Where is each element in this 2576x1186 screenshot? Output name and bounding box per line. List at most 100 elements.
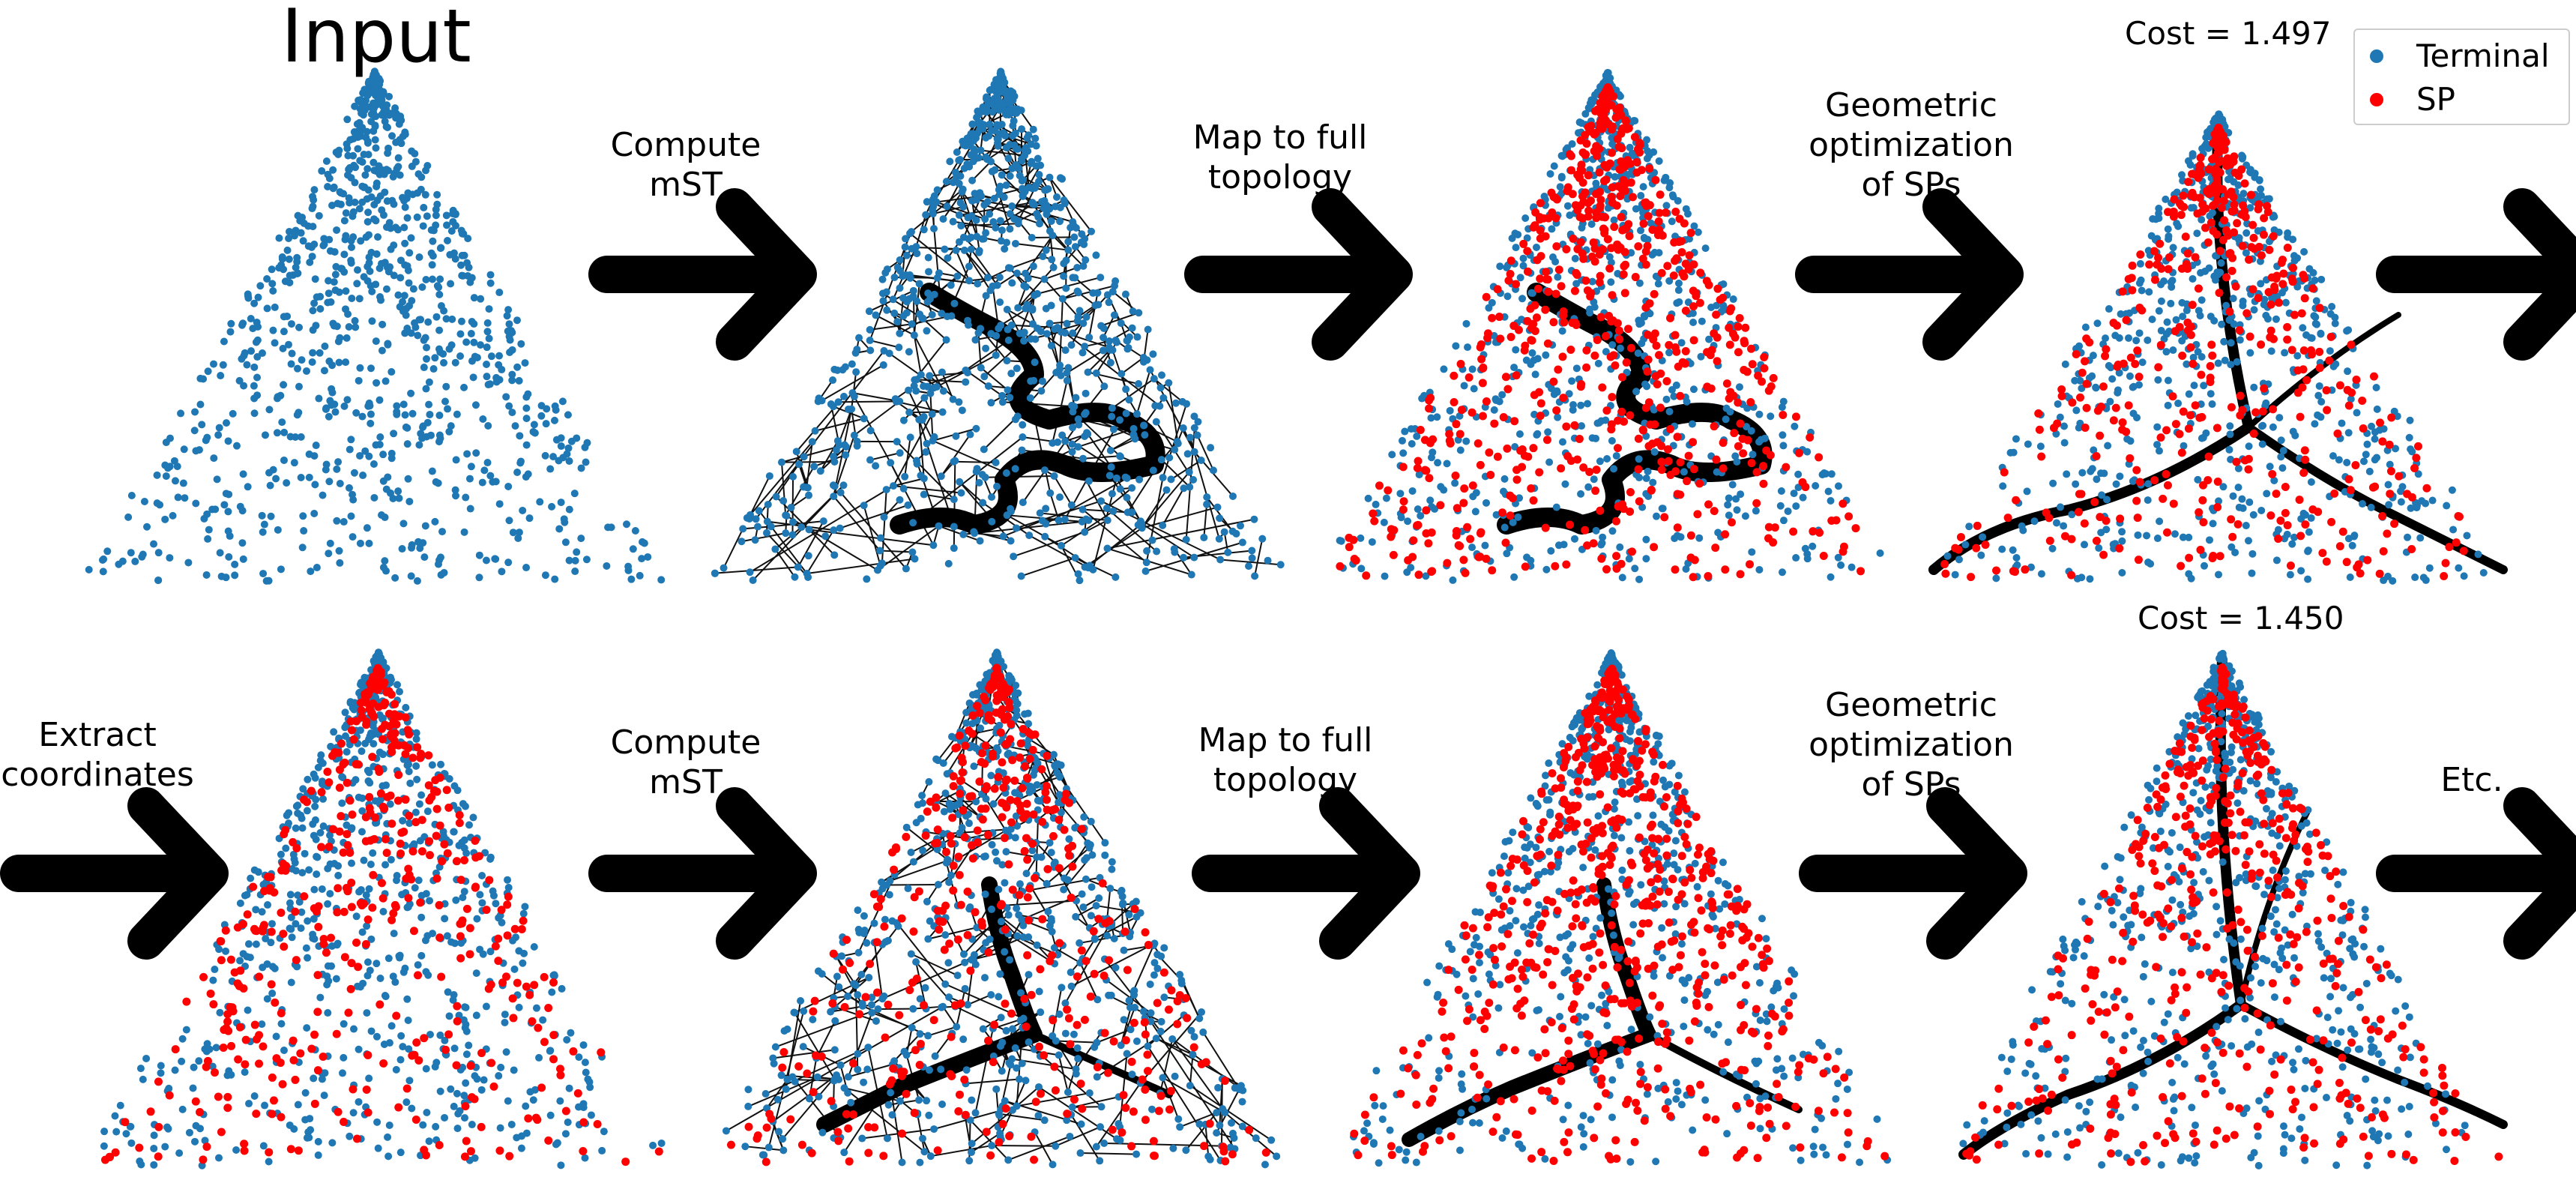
sp-point [1665, 340, 1674, 349]
terminal-point [2147, 560, 2155, 568]
terminal-point [447, 422, 455, 430]
terminal-point [1503, 550, 1511, 558]
terminal-point [1110, 311, 1118, 319]
sp-point [2035, 425, 2044, 434]
terminal-point [913, 297, 921, 305]
terminal-point [2344, 326, 2353, 334]
sp-point [1549, 193, 1558, 202]
terminal-point [998, 76, 1007, 85]
sp-point [2206, 361, 2215, 370]
terminal-point [253, 318, 261, 326]
terminal-point [938, 408, 947, 416]
sp-point [1683, 477, 1692, 486]
terminal-point [222, 574, 230, 582]
terminal-point [2249, 511, 2257, 519]
terminal-point [495, 289, 504, 297]
terminal-point [2407, 445, 2415, 454]
terminal-point [1612, 452, 1620, 460]
sp-point [1387, 532, 1396, 541]
sp-point [1486, 470, 1495, 479]
sp-point [1747, 459, 1756, 468]
terminal-point [2057, 503, 2065, 511]
terminal-point [1558, 327, 1566, 335]
terminal-point [384, 268, 393, 276]
sp-point [2375, 569, 2384, 578]
terminal-point [992, 351, 1000, 359]
terminal-point [860, 502, 868, 510]
terminal-point [1108, 404, 1116, 412]
terminal-point [1152, 418, 1160, 426]
terminal-point [2229, 295, 2237, 303]
terminal-point [1190, 448, 1198, 456]
terminal-point [1251, 572, 1259, 580]
terminal-point [235, 376, 244, 385]
terminal-point [1644, 493, 1653, 501]
terminal-point [377, 296, 385, 304]
tree-edge [1136, 370, 1151, 415]
sp-point [1369, 509, 1378, 518]
sp-point [1730, 429, 1739, 438]
sp-point [2351, 461, 2360, 470]
tree-edge [869, 452, 900, 461]
terminal-point [293, 269, 301, 277]
sp-point [2407, 545, 2416, 554]
terminal-point [959, 202, 968, 211]
terminal-point [2156, 517, 2164, 526]
terminal-point [1827, 573, 1835, 581]
terminal-point [1264, 556, 1272, 565]
sp-point [1581, 150, 1590, 159]
terminal-point [1069, 274, 1077, 282]
terminal-point [866, 427, 875, 435]
terminal-point [486, 472, 495, 480]
terminal-point [1047, 217, 1055, 225]
sp-point [1627, 343, 1636, 352]
terminal-point [1028, 306, 1037, 314]
tree-edge [809, 529, 934, 547]
sp-point [2322, 557, 2331, 566]
terminal-point [482, 556, 490, 565]
terminal-point [2136, 259, 2144, 268]
terminal-point [311, 275, 319, 283]
terminal-point [1694, 228, 1702, 236]
terminal-point [311, 481, 319, 489]
terminal-point [515, 376, 523, 385]
terminal-point [1190, 412, 1198, 421]
sp-point [1620, 289, 1629, 298]
terminal-point [328, 385, 336, 393]
terminal-point [388, 132, 396, 140]
terminal-point [839, 481, 848, 490]
terminal-point [1071, 554, 1079, 562]
terminal-point [1055, 493, 1064, 502]
terminal-point [863, 575, 871, 583]
sp-point [2376, 418, 2385, 427]
terminal-point [443, 237, 451, 245]
terminal-point [199, 375, 208, 383]
sp-point [1692, 292, 1701, 301]
sp-point [1595, 168, 1604, 177]
terminal-point [1108, 346, 1117, 354]
terminal-point [1060, 272, 1068, 280]
terminal-point [791, 573, 799, 581]
sp-point [1599, 176, 1608, 185]
tree-edge [1084, 520, 1108, 533]
terminal-point [913, 250, 921, 258]
terminal-point [1500, 523, 1509, 532]
terminal-point [1565, 390, 1573, 398]
terminal-point [349, 212, 357, 220]
terminal-point [361, 88, 369, 96]
terminal-point [1792, 554, 1800, 562]
terminal-point [286, 227, 294, 235]
terminal-point [1153, 547, 1161, 556]
sp-point [1549, 377, 1558, 386]
terminal-point [1577, 401, 1585, 409]
terminal-point [1433, 413, 1441, 421]
terminal-point [905, 386, 913, 394]
terminal-point [382, 485, 390, 493]
terminal-point [420, 364, 428, 372]
tree-edge [1074, 277, 1094, 294]
terminal-point [1847, 563, 1856, 571]
terminal-point [401, 411, 409, 419]
terminal-point [1809, 542, 1817, 550]
terminal-point [2118, 537, 2126, 545]
terminal-point [950, 299, 959, 307]
